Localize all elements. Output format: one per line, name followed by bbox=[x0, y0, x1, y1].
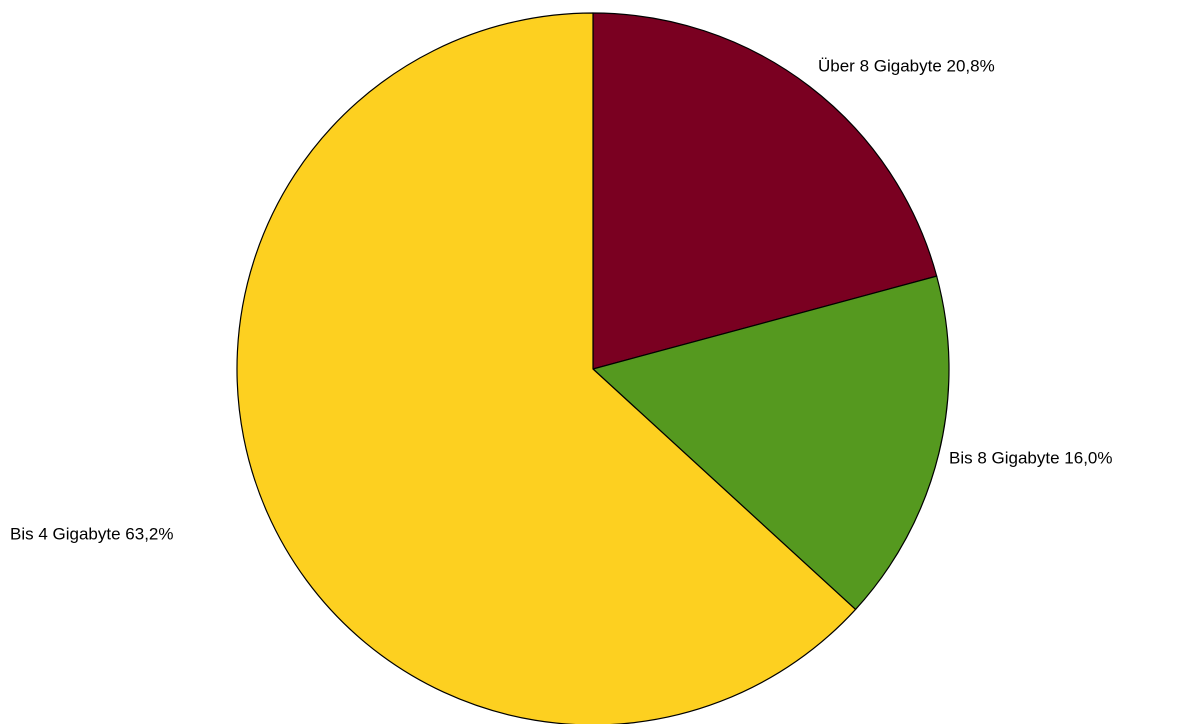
pie-slice-ueber-8-gigabyte bbox=[592, 12, 938, 370]
pie-labels: Über 8 Gigabyte 20,8% Bis 8 Gigabyte 16,0… bbox=[10, 56, 1112, 543]
pie-slice-bis-4-gigabyte bbox=[236, 12, 857, 724]
pie-label-ueber-8-gigabyte: Über 8 Gigabyte 20,8% bbox=[818, 56, 995, 75]
pie-slice-bis-8-gigabyte bbox=[592, 275, 950, 611]
pie-slices bbox=[236, 12, 950, 724]
pie-label-bis-4-gigabyte: Bis 4 Gigabyte 63,2% bbox=[10, 524, 173, 543]
pie-label-bis-8-gigabyte: Bis 8 Gigabyte 16,0% bbox=[949, 448, 1112, 467]
